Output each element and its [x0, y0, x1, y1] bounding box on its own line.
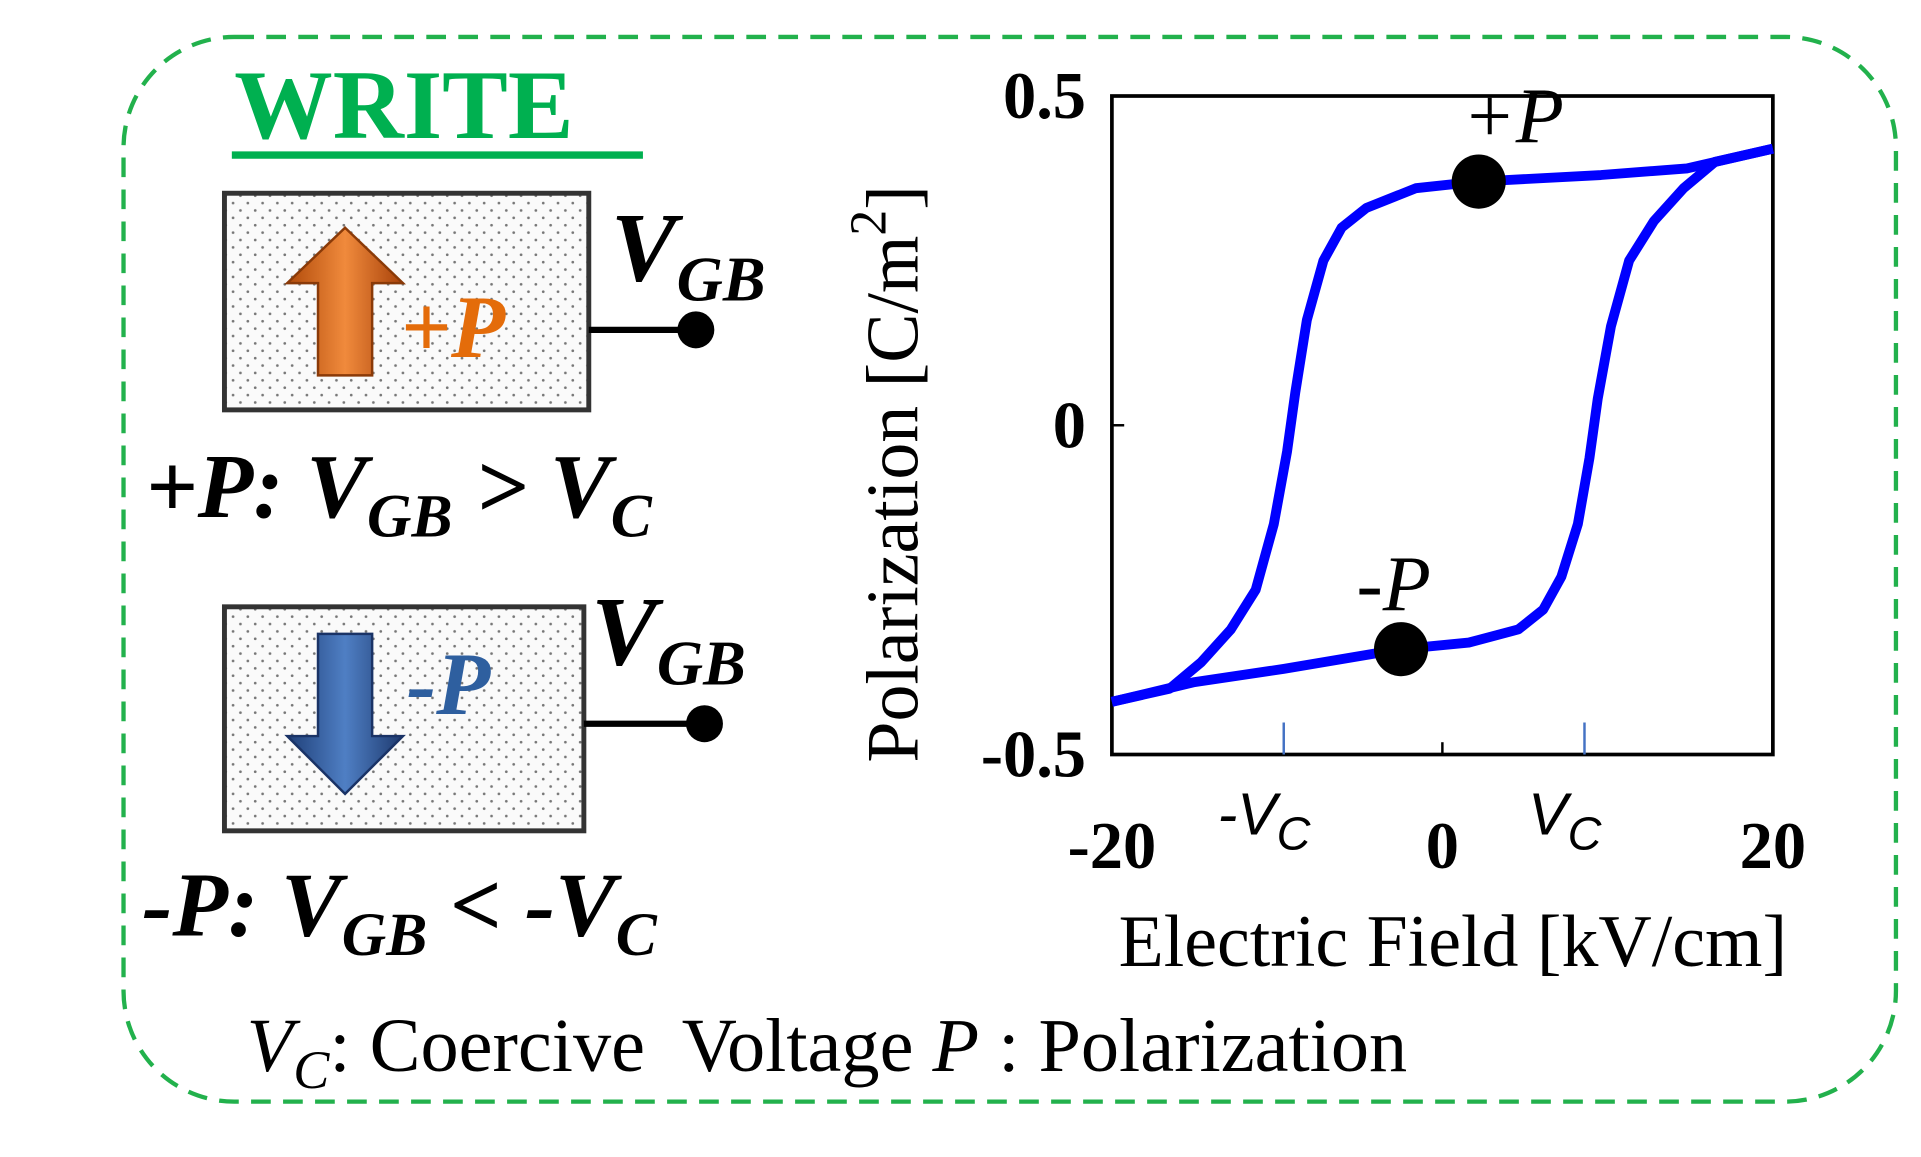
x-tick-label: -20	[1068, 810, 1157, 883]
state-label: -P	[407, 636, 492, 734]
hysteresis-branch	[1110, 143, 1774, 707]
condition-subscript: GB	[342, 901, 427, 969]
footnote-part: P	[932, 1003, 980, 1088]
coercive-tick-label: VC	[1528, 782, 1602, 860]
terminal-node	[686, 705, 723, 743]
terminal-subscript: GB	[657, 627, 746, 698]
polarization-arrow-down	[284, 632, 406, 796]
x-axis-label: Electric Field [kV/cm]	[1119, 900, 1787, 982]
hysteresis-branch	[1110, 143, 1774, 707]
write-condition: +P: VGB > VC	[146, 436, 653, 551]
terminal-symbol: V	[611, 194, 684, 303]
cell-box	[221, 604, 587, 834]
y-label-part: Polarization [C/m	[851, 236, 933, 763]
condition-part: < -V	[427, 854, 622, 955]
condition-subscript: C	[616, 901, 658, 969]
footnote-subscript: C	[293, 1040, 330, 1100]
footnote-part: V	[247, 1003, 301, 1088]
coercive-tick-label: -VC	[1218, 782, 1312, 860]
condition-part: -P: V	[142, 854, 348, 955]
state-label: +P	[400, 279, 505, 377]
footnote: VC: Coercive Voltage P : Polarization	[247, 1003, 1408, 1100]
x-tick-label: 20	[1740, 810, 1806, 883]
cell-box	[221, 190, 592, 413]
state-point-label: +P	[1463, 73, 1564, 160]
x-tick-label: 0	[1426, 810, 1459, 883]
terminal-label: VGB	[611, 194, 766, 315]
y-tick-label: 0.5	[1003, 60, 1086, 133]
y-tick-label: 0	[1053, 389, 1086, 462]
condition-subscript: C	[611, 483, 653, 551]
y-axis-label: Polarization [C/m2]	[840, 185, 933, 763]
condition-subscript: GB	[367, 483, 452, 551]
coercive-symbol: V	[1528, 782, 1572, 848]
state-point-label: -P	[1357, 541, 1431, 628]
panel-border	[121, 34, 1899, 1104]
y-label-superscript: 2	[840, 210, 897, 236]
state-point	[1451, 154, 1506, 209]
coercive-subscript: C	[1277, 807, 1312, 859]
footnote-part: : Coercive Voltage	[329, 1003, 932, 1088]
write-condition: -P: VGB < -VC	[142, 854, 658, 969]
terminal-node	[677, 311, 715, 349]
y-label-part: ]	[851, 185, 933, 210]
coercive-symbol: -V	[1218, 782, 1282, 848]
condition-part: > V	[453, 436, 617, 537]
terminal-subscript: GB	[677, 243, 766, 314]
polarization-arrow-up	[284, 226, 406, 377]
coercive-subscript: C	[1568, 807, 1603, 859]
condition-part: +P: V	[146, 436, 374, 537]
y-tick-label: -0.5	[981, 719, 1086, 792]
state-point	[1373, 622, 1429, 677]
footnote-part: : Polarization	[979, 1003, 1407, 1088]
terminal-label: VGB	[591, 578, 746, 699]
terminal-symbol: V	[591, 578, 664, 687]
panel-title: WRITE	[234, 51, 573, 160]
